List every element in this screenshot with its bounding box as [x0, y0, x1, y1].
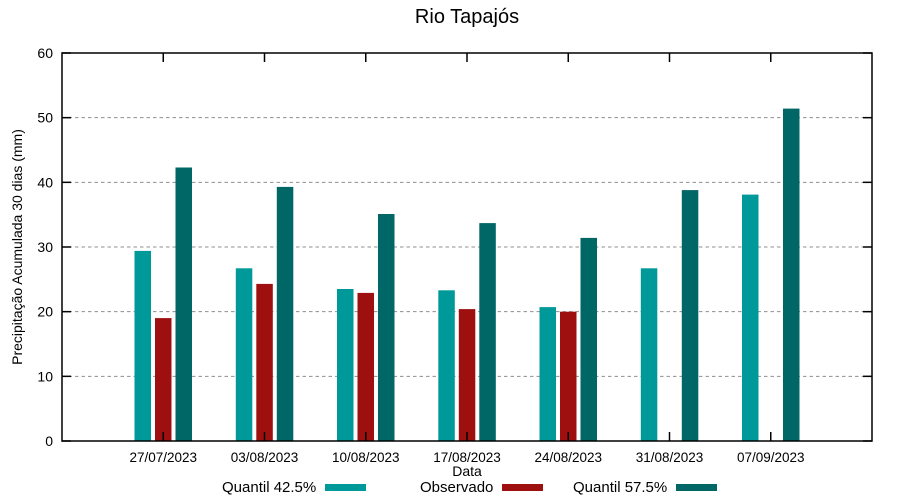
- bar: [155, 318, 172, 441]
- bar: [458, 309, 476, 441]
- bar: [134, 250, 151, 441]
- y-tick-label: 0: [45, 433, 53, 449]
- x-tick-label: 10/08/2023: [332, 450, 400, 465]
- bar: [479, 223, 496, 441]
- bar: [438, 290, 455, 441]
- x-tick-label: 03/08/2023: [231, 450, 299, 465]
- bar: [357, 292, 374, 441]
- bar: [337, 289, 354, 441]
- bar: [175, 167, 192, 441]
- y-tick-label: 60: [37, 45, 53, 61]
- bar: [378, 214, 395, 441]
- bar: [560, 311, 577, 441]
- bar: [539, 307, 556, 441]
- y-tick-label: 40: [37, 174, 53, 190]
- bar: [276, 186, 294, 441]
- bar: [783, 108, 800, 441]
- y-tick-label: 20: [37, 304, 53, 320]
- x-tick-label: 31/08/2023: [636, 450, 704, 465]
- bar: [235, 268, 253, 441]
- x-tick-label: 07/09/2023: [737, 450, 805, 465]
- bar: [580, 237, 597, 441]
- x-tick-label: 27/07/2023: [129, 450, 197, 465]
- y-tick-label: 50: [37, 110, 53, 126]
- y-tick-label: 10: [37, 368, 53, 384]
- bar: [742, 194, 759, 441]
- bar: [640, 268, 658, 441]
- y-tick-label: 30: [37, 239, 53, 255]
- x-tick-label: 17/08/2023: [433, 450, 501, 465]
- x-axis-label: Data: [452, 463, 482, 479]
- bar: [256, 283, 273, 441]
- chart-title: Rio Tapajós: [414, 6, 520, 28]
- x-tick-label: 24/08/2023: [534, 450, 602, 465]
- bar: [681, 190, 699, 441]
